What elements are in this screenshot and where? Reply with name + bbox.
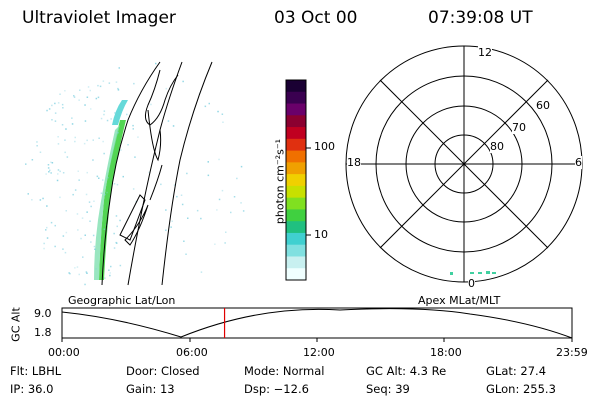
colorbar-tick-10: 10 [314,228,328,241]
lat-label-60: 60 [536,99,550,112]
xtick-0600: 06:00 [176,346,208,359]
colorbar-segment [286,197,306,210]
info-mode: Mode: Normal [244,364,325,378]
coastline-lines [101,61,213,286]
instrument-title: Ultraviolet Imager [22,8,176,28]
aurora-emission-band [94,100,128,280]
colorbar-segment [286,185,306,199]
info-gc-alt: GC Alt: 4.3 Re [366,364,447,378]
info-gain: Gain: 13 [126,382,175,396]
colorbar-segment [286,174,306,187]
mlt-label-0: 0 [468,277,475,290]
colorbar-segment [286,244,306,257]
colorbar-segment [286,127,306,140]
colorbar-segment [286,115,306,128]
time-label: 07:39:08 UT [428,8,533,28]
lat-label-70: 70 [512,121,526,134]
colorbar-segment [286,268,306,281]
colorbar-segment [286,209,306,222]
xtick-1200: 12:00 [303,346,335,359]
info-door: Door: Closed [126,364,200,378]
info-flt: Flt: LBHL [10,364,62,378]
colorbar-segment [286,103,306,116]
mlt-label-6: 6 [575,156,582,169]
info-seq: Seq: 39 [366,382,410,396]
altitude-curve [61,308,573,339]
mlt-label-12: 12 [478,46,492,59]
timeline-left-title: Geographic Lat/Lon [68,294,176,307]
xtick-0000: 00:00 [48,346,80,359]
colorbar-tick-100: 100 [314,140,335,153]
info-dsp: Dsp: −12.6 [244,382,309,396]
timeline-ytick-9: 9.0 [34,307,52,320]
mlt-label-18: 18 [347,156,361,169]
info-glon: GLon: 255.3 [486,382,556,396]
date-label: 03 Oct 00 [274,8,358,28]
info-glat: GLat: 27.4 [486,364,547,378]
colorbar-segment [286,91,306,105]
lat-label-80: 80 [490,140,504,153]
timeline-right-title: Apex MLat/MLT [418,294,501,307]
colorbar-segment [286,150,306,163]
colorbar-segment [286,138,306,152]
colorbar-segment [286,80,306,93]
colorbar-segment [286,221,306,234]
xtick-1800: 18:00 [430,346,462,359]
polar-emission [450,271,496,275]
colorbar-segment [286,232,306,246]
xtick-2359: 23:59 [556,346,588,359]
info-ip: IP: 36.0 [10,382,54,396]
timeline-ytick-1.8: 1.8 [34,326,52,339]
colorbar-segment [286,162,306,175]
colorbar-segment [286,256,306,269]
